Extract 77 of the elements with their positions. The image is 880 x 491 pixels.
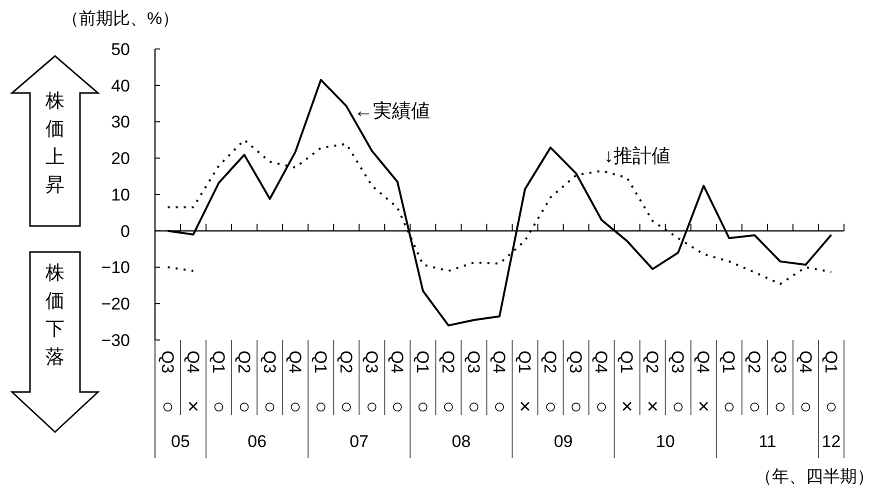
x-tick-label: Q2 [744, 350, 764, 374]
x-tick-label: Q2 [438, 350, 458, 374]
text: ○ [774, 396, 786, 418]
x-tick-label: Q3 [668, 350, 688, 374]
x-tick-label: Q2 [336, 350, 356, 374]
annotation: ←実績値 [354, 100, 430, 122]
text: ○ [314, 396, 327, 418]
text: × [698, 396, 710, 418]
text: ○ [800, 396, 812, 418]
text: ○ [366, 396, 378, 418]
y-tick-label: 40 [111, 76, 130, 96]
x-tick-label: Q4 [796, 350, 815, 374]
x-tick-label: Q1 [821, 350, 840, 374]
text: ○ [825, 396, 838, 418]
x-tick-label: Q4 [592, 350, 611, 374]
y-tick-label: −10 [101, 258, 130, 278]
x-tick-label: Q1 [719, 350, 738, 374]
text: 09 [554, 432, 573, 451]
x-tick-label: Q3 [464, 350, 484, 374]
y-axis-title: （前期比、%） [62, 9, 180, 28]
y-tick-label: 10 [111, 185, 130, 204]
x-tick-label: Q1 [208, 350, 228, 374]
text: 12 [822, 432, 841, 451]
x-tick-label: Q1 [515, 350, 534, 374]
text: ○ [162, 396, 174, 418]
text: ○ [723, 396, 736, 418]
x-tick-label: Q2 [540, 350, 560, 374]
y-tick-label: −20 [101, 294, 130, 314]
text: ○ [340, 396, 352, 418]
x-tick-label: Q3 [158, 350, 177, 374]
x-tick-label: Q3 [770, 350, 790, 374]
y-tick-label: 0 [120, 222, 130, 241]
text: × [621, 396, 633, 418]
x-tick-label: Q2 [234, 350, 254, 374]
text: 05 [171, 432, 190, 451]
text: ○ [544, 396, 557, 418]
x-tick-label: Q1 [310, 350, 330, 374]
text: × [519, 396, 531, 418]
x-tick-label: Q4 [183, 350, 202, 374]
text: 株価上昇 [44, 91, 64, 196]
x-tick-label: Q2 [642, 350, 662, 374]
y-tick-label: 20 [111, 149, 130, 168]
annotation: ↓推計値 [604, 146, 670, 167]
text: （年、四半期） [755, 467, 874, 486]
text: ○ [748, 396, 761, 418]
y-tick-label: −30 [101, 330, 130, 350]
text: 10 [656, 432, 675, 451]
x-tick-label: Q3 [260, 350, 279, 374]
text: ○ [442, 396, 455, 418]
text: × [646, 396, 658, 418]
x-tick-label: Q4 [285, 350, 304, 374]
x-tick-label: Q4 [387, 350, 406, 374]
y-tick-label: 50 [111, 40, 130, 59]
text: × [187, 396, 200, 418]
text: ○ [596, 396, 608, 418]
text: ○ [212, 396, 225, 418]
text: ○ [391, 396, 404, 418]
text: ○ [570, 396, 582, 418]
text: ○ [493, 396, 506, 418]
text: ○ [468, 396, 480, 418]
text: 株価下落 [44, 263, 64, 368]
text: ○ [416, 396, 429, 418]
text: ○ [672, 396, 684, 418]
text: 11 [758, 432, 776, 451]
text: 07 [350, 432, 369, 451]
x-tick-label: Q3 [566, 350, 586, 374]
text: ○ [264, 396, 276, 418]
text: ○ [238, 396, 250, 418]
x-tick-label: Q1 [617, 350, 636, 374]
y-tick-label: 30 [111, 112, 130, 132]
x-tick-label: Q1 [412, 350, 432, 374]
text: ○ [289, 396, 302, 418]
x-tick-label: Q4 [694, 350, 713, 374]
text: 06 [248, 432, 267, 451]
x-tick-label: Q4 [490, 350, 509, 374]
x-tick-label: Q3 [362, 350, 381, 374]
text: 08 [452, 432, 471, 451]
